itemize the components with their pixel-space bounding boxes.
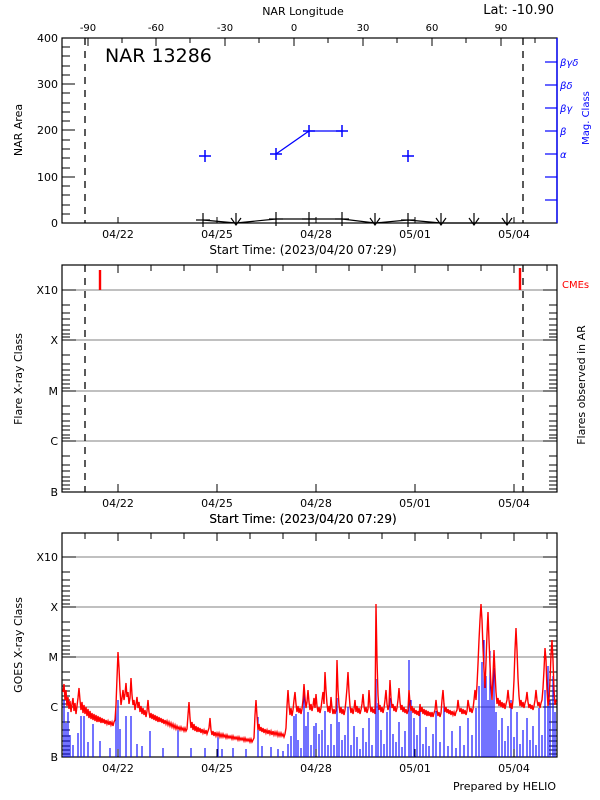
panel2-bottom-ticks — [117, 484, 515, 492]
panel2-right-axis-label: Flares observed in AR — [575, 325, 588, 445]
panel3-left-ticklabels: X10 X M C B — [36, 551, 58, 764]
panel1-ylabel: NAR Area — [12, 104, 25, 156]
panel2-xlabel: Start Time: (2023/04/20 07:29) — [209, 512, 396, 526]
top-tick-label: 60 — [426, 23, 439, 34]
top-tick-label: -30 — [217, 23, 233, 34]
panel2-gridlines — [62, 289, 557, 442]
page-title: NAR 13286 — [105, 45, 212, 67]
mag-class-tick-label: βδ — [559, 81, 573, 92]
panel1-left-ticks — [62, 37, 75, 224]
x-tick-label: 04/25 — [201, 497, 233, 510]
nar-area-markers — [196, 212, 415, 227]
y-tick-label: 200 — [37, 124, 58, 137]
top-tick-label: -90 — [80, 23, 96, 34]
x-tick-label: 05/04 — [498, 497, 530, 510]
top-tick-label: 90 — [495, 23, 508, 34]
panel3-bottom-ticklabels: 04/22 04/25 04/28 05/01 05/04 — [102, 762, 530, 775]
y-tick-label: M — [49, 385, 59, 398]
mag-class-tick-label: α — [560, 150, 567, 161]
cme-legend-label: CMEs — [562, 280, 589, 291]
x-tick-label: 04/28 — [300, 497, 332, 510]
x-tick-label: 05/01 — [399, 228, 431, 241]
panel1-top-ticklabels: -90 -60 -30 0 30 60 90 — [80, 23, 508, 34]
x-tick-label: 04/22 — [102, 762, 134, 775]
panel2-bottom-ticklabels: 04/22 04/25 04/28 05/01 05/04 — [102, 497, 530, 510]
top-tick-label: -60 — [148, 23, 164, 34]
y-tick-label: C — [50, 701, 58, 714]
x-tick-label: 04/22 — [102, 228, 134, 241]
panel3-left-ticks — [62, 556, 76, 758]
panel3-xlabel-hidden: Start Time: (2023/04/20 07:29) — [209, 512, 396, 526]
nar-area-trace — [202, 218, 507, 224]
y-tick-label: C — [50, 435, 58, 448]
mag-class-tick-label: β — [559, 127, 567, 138]
panel2-left-ticks — [62, 289, 76, 493]
y-tick-label: X — [50, 601, 58, 614]
mag-class-tick-label: βγ — [559, 104, 573, 115]
panel1-bottom-ticks — [117, 217, 515, 223]
panel1-right-ticks — [545, 61, 557, 201]
y-tick-label: 100 — [37, 171, 58, 184]
x-tick-label: 04/22 — [102, 497, 134, 510]
x-tick-label: 04/28 — [300, 762, 332, 775]
panel1-right-axis-label: Mag. Class — [581, 91, 592, 145]
y-tick-label: 400 — [37, 32, 58, 45]
panel2-frame — [61, 264, 558, 493]
panel1-right-ticklabels: βγδ βδ βγ β α — [559, 58, 578, 161]
y-tick-label: X10 — [36, 551, 58, 564]
mag-class-tick-label: βγδ — [559, 58, 578, 69]
x-tick-label: 04/28 — [300, 228, 332, 241]
panel-flares-in-ar: X10 X M C B Flare X-ray Class — [12, 264, 589, 526]
x-tick-label: 05/01 — [399, 762, 431, 775]
panel2-left-ticklabels: X10 X M C B — [36, 284, 58, 499]
goes-xray-trace — [62, 603, 557, 745]
panel1-top-ticks — [87, 38, 536, 46]
panel1-bottom-ticklabels: 04/22 04/25 04/28 05/01 05/04 — [102, 228, 530, 241]
y-tick-label: B — [50, 486, 58, 499]
panel1-xlabel: Start Time: (2023/04/20 07:29) — [209, 243, 396, 257]
goes-flare-impulses — [63, 640, 556, 757]
y-tick-label: 0 — [51, 217, 58, 230]
x-tick-label: 04/25 — [201, 762, 233, 775]
top-axis-label-nar-longitude: NAR Longitude — [262, 5, 344, 18]
panel3-bottom-ticks — [117, 749, 515, 757]
top-tick-label: 30 — [357, 23, 370, 34]
y-tick-label: M — [49, 651, 59, 664]
mag-class-markers — [199, 125, 414, 162]
x-tick-label: 05/04 — [498, 228, 530, 241]
y-tick-label: X — [50, 334, 58, 347]
panel3-frame — [61, 532, 558, 758]
panel2-right-ticks — [543, 289, 557, 490]
lat-annotation: Lat: -10.90 — [483, 3, 554, 18]
y-tick-label: B — [50, 751, 58, 764]
panel-nar-area: NAR Longitude Lat: -10.90 NAR 13286 — [12, 3, 592, 257]
y-tick-label: 300 — [37, 78, 58, 91]
top-tick-label: 0 — [291, 23, 297, 34]
panel1-left-ticklabels: 400 300 200 100 0 — [37, 32, 58, 230]
x-tick-label: 05/01 — [399, 497, 431, 510]
panel3-ylabel: GOES X-ray Class — [12, 597, 25, 693]
nar-area-upper-limit-arrows — [230, 213, 513, 227]
cme-markers — [98, 268, 522, 290]
panel-goes-xray: X10 X M C B GOES X-ray Class — [12, 532, 558, 775]
panel2-ylabel: Flare X-ray Class — [12, 333, 25, 425]
footer-credit: Prepared by HELIO — [453, 780, 556, 793]
x-tick-label: 05/04 — [498, 762, 530, 775]
y-tick-label: X10 — [36, 284, 58, 297]
x-tick-label: 04/25 — [201, 228, 233, 241]
panel3-top-ticks — [84, 533, 548, 541]
